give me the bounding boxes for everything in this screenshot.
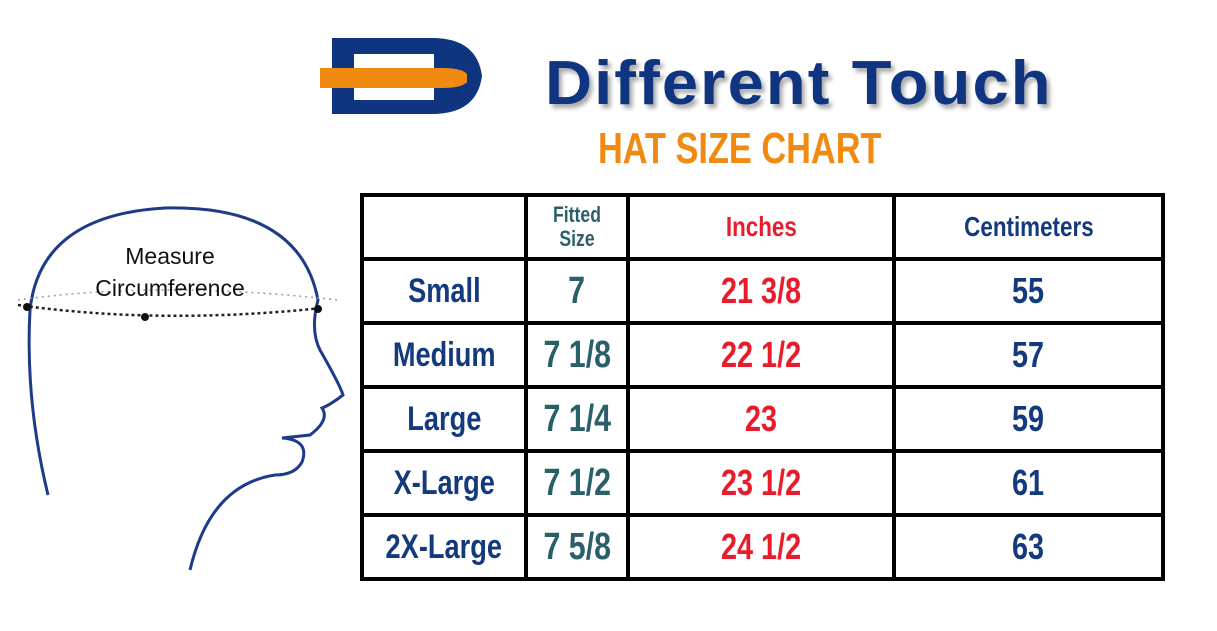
header-blank	[360, 193, 528, 261]
page-title: HAT SIZE CHART	[598, 124, 882, 173]
measure-label-line1: Measure	[125, 243, 215, 269]
table-row: Medium 7 1/8 22 1/2 57	[360, 321, 1165, 389]
brand-name: Different Touch	[545, 49, 1053, 118]
size-label: Medium	[392, 335, 496, 374]
table-row: Small 7 21 3/8 55	[360, 257, 1165, 325]
inches-value: 24 1/2	[720, 526, 802, 567]
inches-value: 21 3/8	[720, 270, 802, 311]
table-row: Large 7 1/4 23 59	[360, 385, 1165, 453]
measure-label: Measure Circumference	[80, 240, 260, 304]
size-label: Small	[407, 271, 481, 310]
table-row: X-Large 7 1/2 23 1/2 61	[360, 449, 1165, 517]
header-inches: Inches	[626, 193, 896, 261]
logo-d-icon	[320, 38, 482, 114]
inches-value: 22 1/2	[720, 334, 802, 375]
measure-label-line2: Circumference	[95, 275, 245, 301]
inches-value: 23 1/2	[720, 462, 802, 503]
size-label: Large	[406, 399, 482, 438]
size-label: X-Large	[393, 463, 495, 502]
header-inches-label: Inches	[725, 211, 797, 242]
fitted-size: 7 5/8	[543, 525, 611, 568]
table-row: 2X-Large 7 5/8 24 1/2 63	[360, 513, 1165, 581]
size-table: Fitted Size Inches Centimeters Small 7 2…	[360, 193, 1165, 581]
fitted-size: 7	[568, 269, 586, 312]
header-fitted-label: Fitted Size	[553, 202, 601, 251]
fitted-size: 7 1/4	[543, 397, 611, 440]
header-fitted: Fitted Size	[524, 193, 630, 261]
cm-value: 57	[1012, 334, 1045, 375]
fitted-size: 7 1/8	[543, 333, 611, 376]
cm-value: 59	[1012, 398, 1045, 439]
head-illustration-icon	[17, 206, 345, 571]
cm-value: 61	[1012, 462, 1045, 503]
header-cm: Centimeters	[892, 193, 1165, 261]
header-cm-label: Centimeters	[963, 211, 1094, 242]
cm-value: 63	[1012, 526, 1045, 567]
size-label: 2X-Large	[385, 527, 503, 566]
fitted-size: 7 1/2	[543, 461, 611, 504]
table-header-row: Fitted Size Inches Centimeters	[360, 193, 1165, 261]
cm-value: 55	[1012, 270, 1045, 311]
inches-value: 23	[744, 398, 778, 439]
